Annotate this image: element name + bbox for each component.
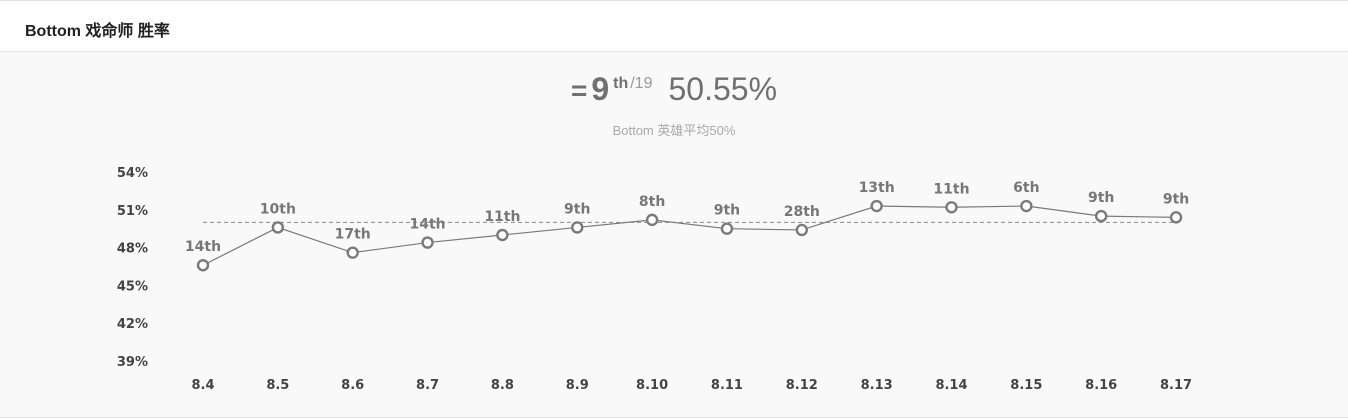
win-rate-value: 50.55%: [668, 71, 778, 107]
point-rank-label: 9th: [564, 201, 590, 217]
data-point: [571, 221, 584, 234]
point-rank-label: 9th: [714, 203, 740, 219]
rank-change-indicator: =: [570, 75, 588, 106]
series-line: [202, 205, 1177, 266]
data-point: [1094, 209, 1108, 223]
x-tick-label: 8.10: [636, 378, 668, 393]
point-rank-label: 9th: [1088, 190, 1114, 206]
x-tick-label: 8.13: [861, 378, 893, 393]
data-point: [496, 228, 509, 242]
point-rank-label: 11th: [933, 181, 969, 197]
x-tick-label: 8.9: [566, 378, 589, 393]
y-tick-label: 51%: [117, 204, 148, 219]
data-point: [346, 246, 359, 259]
card-header: Bottom 戏命师 胜率: [0, 1, 1348, 52]
point-rank-label: 10th: [260, 201, 296, 217]
x-tick-label: 8.6: [341, 378, 364, 393]
point-rank-label: 17th: [335, 227, 371, 243]
point-rank-label: 28th: [784, 204, 820, 220]
point-rank-label: 9th: [1163, 191, 1189, 207]
y-tick-label: 45%: [117, 279, 148, 294]
x-tick-label: 8.12: [786, 378, 818, 393]
y-tick-label: 42%: [117, 317, 148, 332]
rank-number: 9: [591, 71, 610, 107]
point-rank-label: 8th: [639, 194, 665, 210]
x-tick-label: 8.5: [266, 378, 289, 393]
data-point: [870, 199, 883, 213]
x-tick-label: 8.14: [935, 378, 967, 393]
rank-suffix: th: [613, 75, 629, 92]
data-point: [196, 259, 210, 272]
data-point: [421, 236, 434, 249]
x-tick-label: 8.11: [711, 378, 743, 393]
x-tick-label: 8.16: [1085, 378, 1117, 393]
data-point: [795, 223, 808, 237]
point-rank-label: 11th: [484, 209, 520, 225]
point-rank-label: 6th: [1013, 180, 1039, 196]
point-rank-label: 13th: [859, 180, 895, 196]
point-rank-label: 14th: [185, 239, 221, 255]
x-tick-label: 8.8: [491, 378, 514, 393]
data-point: [1020, 199, 1033, 213]
point-rank-label: 14th: [409, 217, 445, 233]
x-tick-label: 8.7: [416, 378, 439, 393]
data-point: [645, 213, 659, 227]
x-tick-label: 8.17: [1160, 378, 1192, 393]
data-point: [720, 222, 734, 235]
x-tick-label: 8.15: [1010, 378, 1042, 393]
data-point: [1169, 211, 1183, 224]
data-point: [271, 221, 285, 234]
data-point: [945, 201, 958, 214]
average-note: Bottom 英雄平均50%: [612, 123, 736, 138]
y-tick-label: 54%: [117, 166, 148, 181]
y-tick-label: 39%: [117, 355, 148, 370]
card-title: Bottom 戏命师 胜率: [25, 23, 170, 40]
x-tick-label: 8.4: [191, 378, 214, 393]
y-tick-label: 48%: [117, 242, 148, 257]
rank-total: /19: [630, 75, 653, 92]
